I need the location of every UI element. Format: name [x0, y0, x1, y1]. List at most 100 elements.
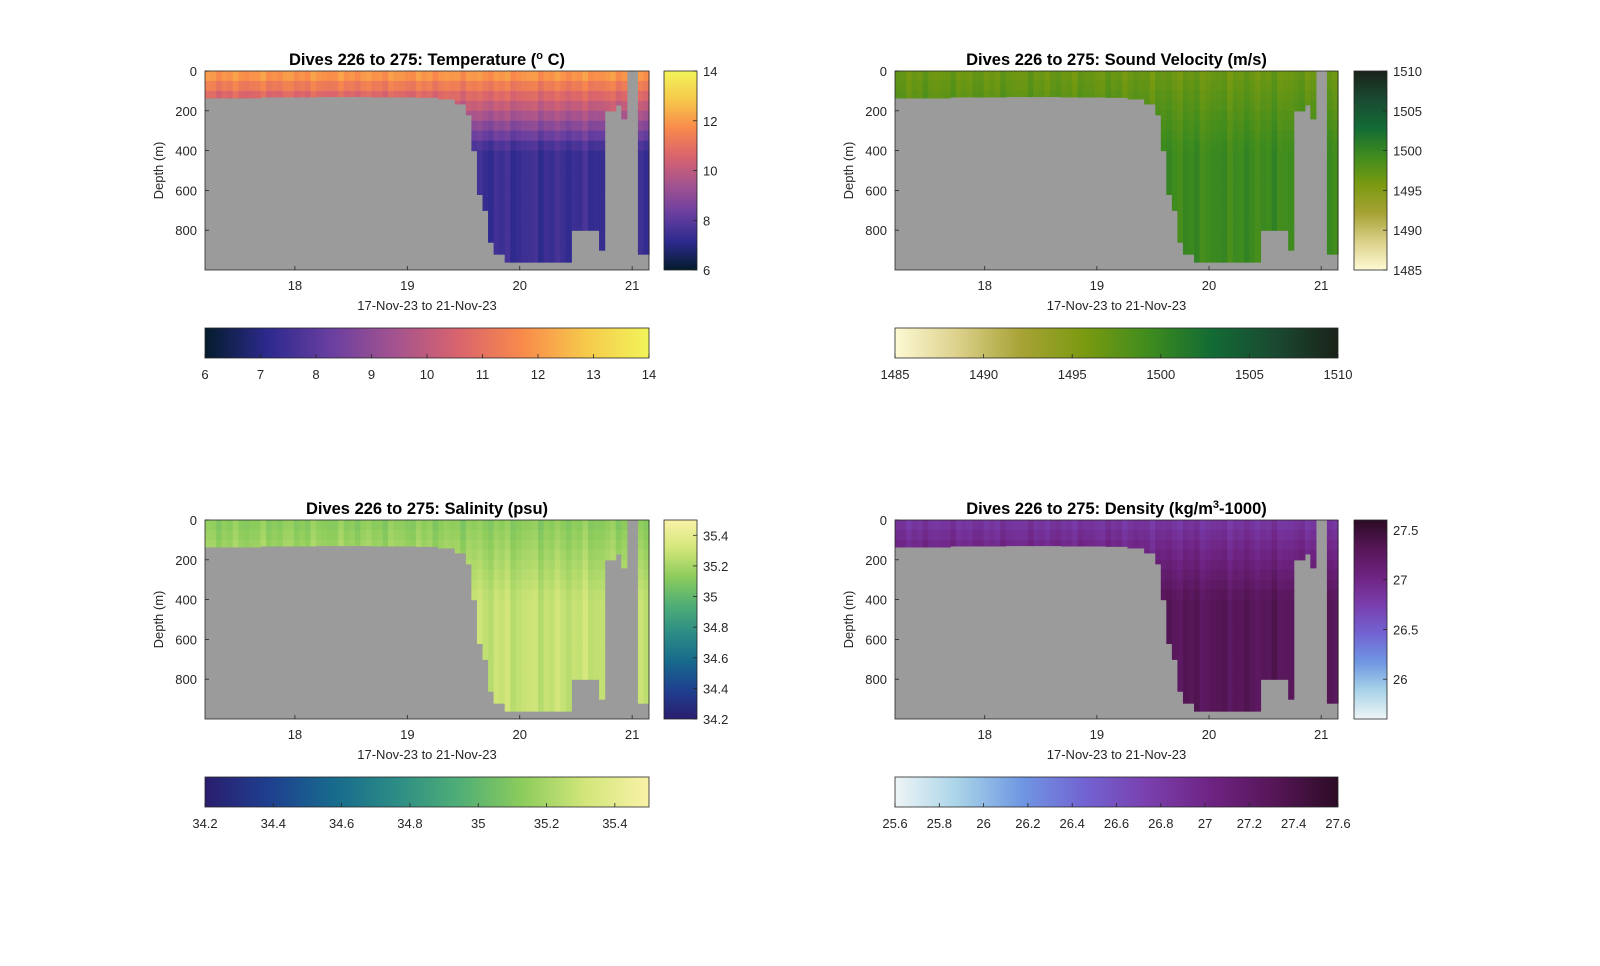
heatmap-cell	[543, 579, 550, 591]
heatmap-cell	[966, 90, 974, 98]
heatmap-cell	[994, 71, 1001, 82]
heatmap-cell	[582, 71, 589, 82]
heatmap-cell	[543, 699, 550, 710]
heatmap-cell	[1326, 549, 1334, 561]
heatmap-cell	[1194, 110, 1201, 122]
heatmap-cell	[1249, 549, 1256, 561]
heatmap-cell	[1166, 629, 1173, 640]
heatmap-cell	[1221, 609, 1228, 621]
heatmap-cell	[1210, 659, 1217, 670]
heatmap-cell	[571, 110, 578, 122]
heatmap-cell	[1232, 569, 1239, 581]
hcolorbar-tick-label: 8	[312, 367, 319, 382]
heatmap-cell	[493, 120, 500, 132]
hcolorbar-tick-label: 1510	[1324, 367, 1353, 382]
heatmap-cell	[482, 90, 489, 102]
heatmap-cell	[510, 639, 517, 650]
heatmap-cell	[587, 569, 595, 581]
heatmap-cell	[917, 80, 924, 92]
heatmap-cell	[576, 619, 583, 631]
heatmap-cell	[1199, 569, 1206, 581]
heatmap-cell	[1277, 599, 1284, 611]
heatmap-cell	[1249, 639, 1256, 650]
heatmap-cell	[1038, 71, 1046, 82]
heatmap-cell	[1254, 80, 1262, 92]
heatmap-cell	[393, 520, 400, 531]
heatmap-cell	[1194, 699, 1201, 710]
heatmap-cell	[493, 579, 500, 591]
colorbar-tick-label: 27.5	[1393, 523, 1418, 538]
heatmap-cell	[554, 190, 561, 201]
heatmap-cell	[1266, 579, 1273, 591]
heatmap-cell	[526, 589, 534, 601]
heatmap-cell	[1293, 539, 1300, 551]
heatmap-cell	[587, 589, 595, 601]
heatmap-cell	[1266, 569, 1273, 581]
heatmap-cell	[499, 539, 506, 551]
heatmap-cell	[504, 210, 511, 221]
heatmap-cell	[565, 71, 572, 82]
heatmap-cell	[543, 220, 550, 231]
heatmap-cell	[399, 539, 406, 547]
heatmap-cell	[271, 529, 278, 541]
heatmap-cell	[571, 90, 578, 102]
heatmap-cell	[637, 649, 645, 660]
heatmap-cell	[515, 110, 522, 122]
heatmap-cell	[1177, 200, 1184, 211]
heatmap-cell	[643, 250, 650, 255]
heatmap-cell	[1160, 120, 1167, 132]
heatmap-cell	[560, 659, 567, 670]
heatmap-cell	[983, 80, 990, 92]
heatmap-cell	[1127, 520, 1134, 531]
heatmap-cell	[1221, 240, 1228, 251]
heatmap-cell	[1033, 80, 1040, 92]
heatmap-cell	[1210, 100, 1217, 112]
heatmap-cell	[254, 90, 262, 99]
heatmap-cell	[1182, 150, 1190, 162]
colorbar-vertical	[663, 519, 698, 720]
heatmap-cell	[227, 539, 234, 548]
heatmap-cell	[1288, 80, 1295, 92]
heatmap-cell	[465, 80, 472, 92]
heatmap-cell	[1072, 520, 1079, 531]
colorbar-tick-label: 35.4	[703, 528, 728, 543]
heatmap-cell	[1221, 529, 1228, 541]
heatmap-cell	[221, 529, 228, 541]
heatmap-cell	[1282, 639, 1289, 650]
heatmap-cell	[582, 140, 589, 152]
heatmap-cell	[1177, 639, 1184, 650]
heatmap-cell	[1072, 80, 1079, 92]
heatmap-cell	[1221, 140, 1228, 152]
heatmap-cell	[643, 599, 650, 611]
heatmap-cell	[432, 539, 439, 547]
heatmap-cell	[599, 679, 606, 690]
heatmap-cell	[1182, 569, 1190, 581]
hcolorbar-tick-label: 35.4	[602, 816, 627, 831]
heatmap-cell	[1232, 220, 1239, 231]
heatmap-cell	[277, 80, 284, 92]
heatmap-cell	[560, 250, 567, 261]
heatmap-cell	[1277, 130, 1284, 142]
heatmap-cell	[1249, 130, 1256, 142]
heatmap-cell	[1194, 639, 1201, 650]
heatmap-cell	[576, 639, 583, 650]
heatmap-cell	[1232, 130, 1239, 142]
heatmap-cell	[599, 559, 606, 571]
heatmap-cell	[1094, 520, 1101, 531]
heatmap-cell	[1243, 599, 1250, 611]
heatmap-cell	[1332, 71, 1339, 82]
heatmap-cell	[377, 71, 384, 82]
heatmap-cell	[1260, 559, 1267, 571]
heatmap-cell	[576, 609, 583, 621]
heatmap-cell	[983, 90, 990, 98]
heatmap-cell	[928, 529, 935, 541]
heatmap-cell	[1227, 649, 1234, 660]
heatmap-cell	[610, 90, 617, 102]
hcolorbar-tick-label: 27.6	[1325, 816, 1350, 831]
heatmap-cell	[643, 629, 650, 640]
heatmap-cell	[1199, 529, 1206, 541]
heatmap-cell	[488, 170, 495, 182]
heatmap-cell	[1254, 619, 1262, 631]
heatmap-cell	[421, 80, 428, 92]
